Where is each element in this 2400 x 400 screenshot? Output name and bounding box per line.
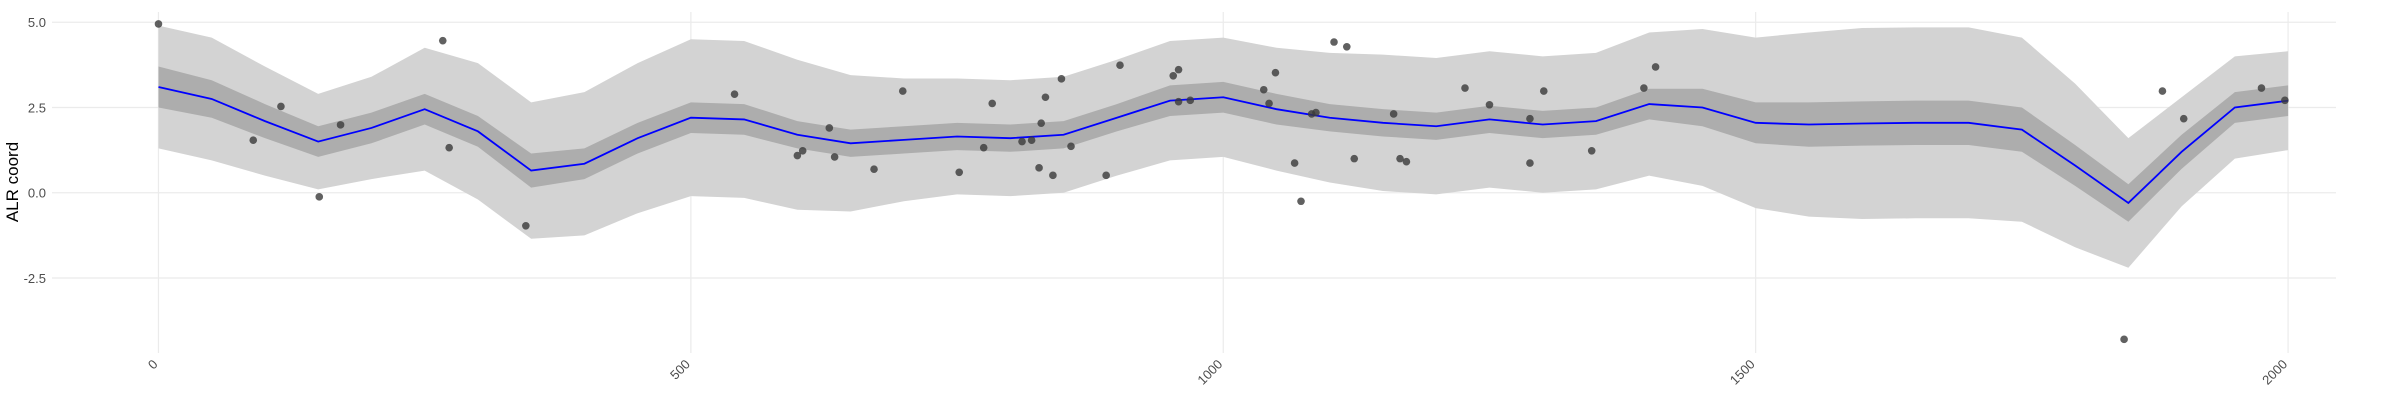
inner-band xyxy=(158,66,2289,222)
x-tick-label: 1500 xyxy=(1727,357,1758,388)
smooth-line xyxy=(158,86,2289,205)
point xyxy=(793,151,802,160)
point xyxy=(1186,96,1195,105)
y-tick-label: 0.0 xyxy=(28,186,46,201)
point xyxy=(1027,136,1036,145)
point xyxy=(830,153,839,161)
point xyxy=(1259,85,1268,94)
point xyxy=(1041,93,1050,102)
point xyxy=(898,87,907,95)
point xyxy=(1067,142,1075,151)
point xyxy=(1102,171,1110,180)
point xyxy=(1526,114,1534,123)
point xyxy=(1461,84,1469,92)
point xyxy=(1402,157,1411,166)
point xyxy=(277,102,285,111)
x-tick-label: 2000 xyxy=(2259,357,2290,388)
point xyxy=(1049,171,1057,180)
point xyxy=(1389,110,1398,118)
point xyxy=(955,168,964,177)
point xyxy=(1271,68,1280,77)
point xyxy=(1018,137,1026,146)
point xyxy=(1290,159,1299,167)
point xyxy=(2281,96,2289,105)
point xyxy=(1035,164,1043,172)
point xyxy=(1485,100,1494,109)
point xyxy=(2158,87,2167,95)
point xyxy=(1396,154,1404,163)
point xyxy=(1539,87,1548,95)
point xyxy=(1312,108,1320,117)
point xyxy=(438,36,447,45)
point xyxy=(1350,154,1359,163)
point xyxy=(798,146,807,155)
point xyxy=(2120,335,2128,344)
point xyxy=(1174,65,1183,74)
point xyxy=(988,99,997,108)
point xyxy=(1174,97,1183,106)
y-tick-label: -2.5 xyxy=(24,271,46,286)
point xyxy=(315,193,324,201)
y-tick-label: 5.0 xyxy=(28,15,46,30)
x-tick-label: 0 xyxy=(145,357,161,373)
point xyxy=(249,136,258,145)
point xyxy=(1526,159,1534,167)
y-axis-title: ALR coord xyxy=(3,142,22,222)
point xyxy=(870,165,878,174)
point xyxy=(1057,75,1066,83)
x-tick-label: 500 xyxy=(667,357,693,383)
point xyxy=(1330,38,1338,46)
point xyxy=(825,124,834,132)
point xyxy=(1651,63,1660,71)
point xyxy=(1037,119,1046,127)
point xyxy=(445,143,453,152)
point xyxy=(979,143,988,152)
point xyxy=(336,121,345,129)
point xyxy=(2179,114,2188,123)
point xyxy=(730,90,739,98)
point xyxy=(154,20,163,28)
point xyxy=(2257,84,2266,92)
point xyxy=(1169,71,1178,80)
x-tick-label: 1000 xyxy=(1194,357,1225,388)
point xyxy=(522,222,530,230)
point xyxy=(1116,61,1124,69)
point xyxy=(1265,99,1273,108)
point xyxy=(1587,146,1596,155)
outer-band xyxy=(158,25,2289,268)
y-tick-label: 2.5 xyxy=(28,100,46,115)
point xyxy=(1297,197,1305,206)
point xyxy=(1342,42,1351,51)
point xyxy=(1640,84,1648,92)
